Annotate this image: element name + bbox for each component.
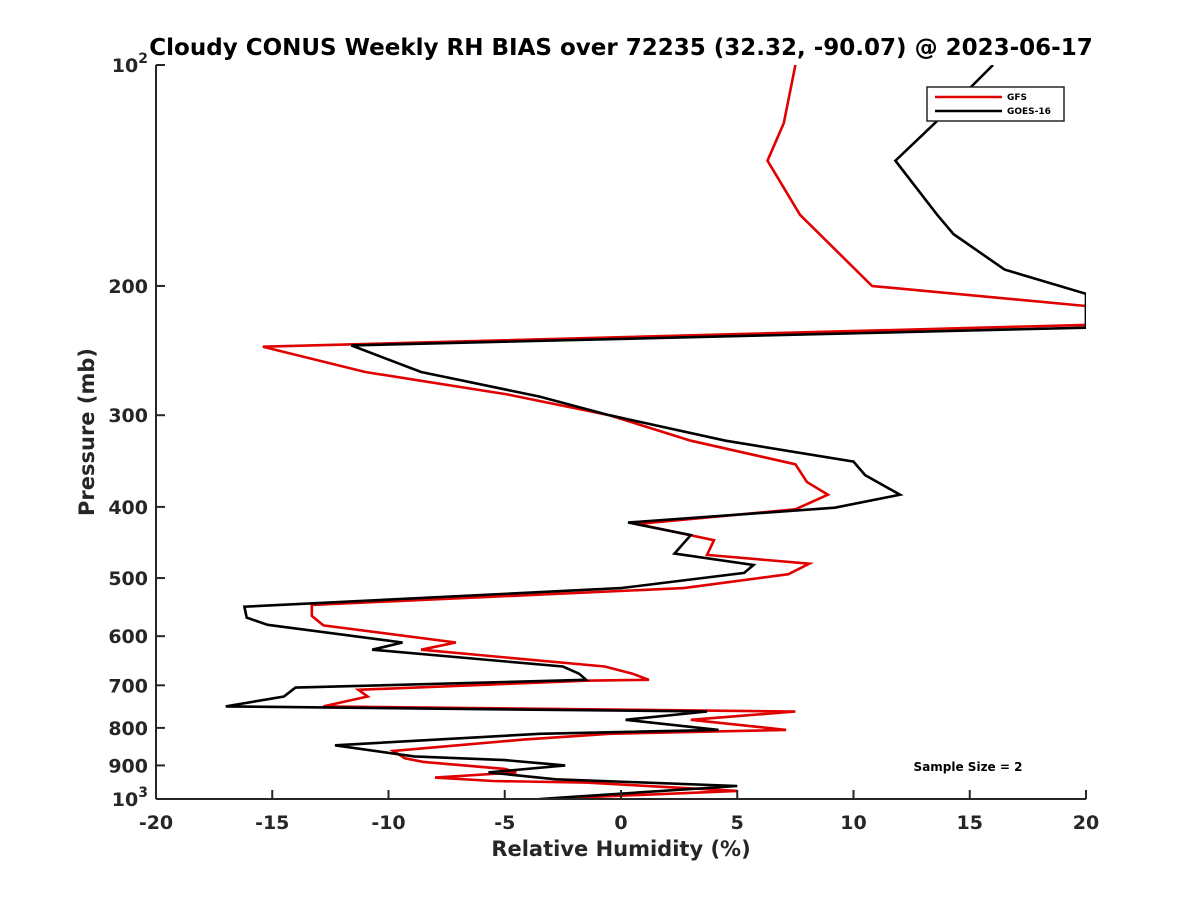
legend: GFS GOES-16 xyxy=(926,86,1065,122)
series-line-goes-16 xyxy=(225,65,1086,799)
x-tick-label: -5 xyxy=(494,812,515,834)
y-tick-label: 200 xyxy=(108,276,148,298)
x-tick-label: 15 xyxy=(957,812,983,834)
y-tick-label: 700 xyxy=(108,675,148,697)
x-axis-label: Relative Humidity (%) xyxy=(491,837,750,861)
x-tick-label: -15 xyxy=(255,812,289,834)
sample-size-annotation: Sample Size = 2 xyxy=(914,760,1023,774)
x-tick-label: 20 xyxy=(1073,812,1099,834)
y-tick-label: 400 xyxy=(108,497,148,519)
x-tick-label: -20 xyxy=(139,812,173,834)
legend-label: GOES-16 xyxy=(1007,107,1051,117)
plot-area xyxy=(225,65,1086,799)
y-axis-label: Pressure (mb) xyxy=(75,348,99,516)
legend-box xyxy=(926,86,1065,122)
y-tick-label: 800 xyxy=(108,718,148,740)
x-tick-label: -10 xyxy=(371,812,405,834)
y-tick-label: 300 xyxy=(108,405,148,427)
chart-title: Cloudy CONUS Weekly RH BIAS over 72235 (… xyxy=(149,35,1092,61)
series-line-gfs xyxy=(262,65,1086,799)
y-tick-label: 500 xyxy=(108,568,148,590)
y-tick-label: 103 xyxy=(112,785,148,811)
y-tick-label: 102 xyxy=(112,51,148,77)
x-tick-label: 10 xyxy=(840,812,866,834)
x-ticks: -20 -15 -10 -5 0 5 10 15 20 xyxy=(139,790,1099,834)
x-tick-label: 0 xyxy=(614,812,627,834)
y-tick-label: 600 xyxy=(108,626,148,648)
y-ticks: 102 200 300 400 500 600 700 800 900 103 xyxy=(108,51,165,811)
legend-label: GFS xyxy=(1007,93,1027,103)
x-tick-label: 5 xyxy=(731,812,744,834)
y-tick-label: 900 xyxy=(108,755,148,777)
